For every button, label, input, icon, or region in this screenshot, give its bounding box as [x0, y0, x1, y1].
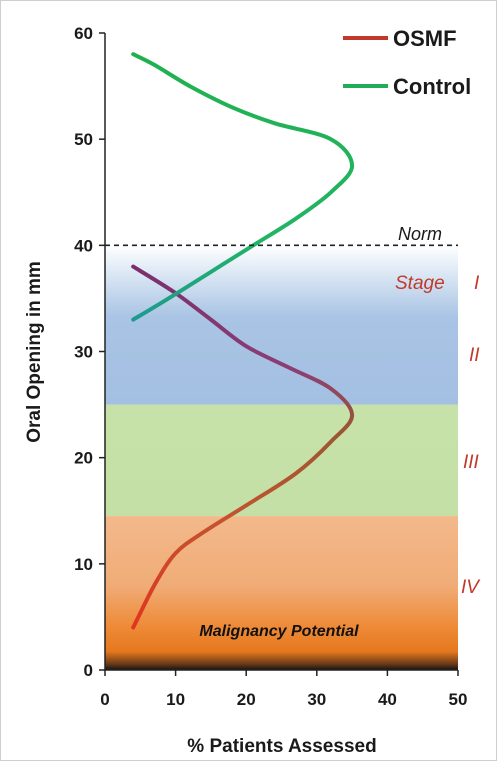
x-tick-label: 0 — [100, 690, 109, 709]
stage-iii-label: III — [463, 452, 480, 473]
x-tick-label: 50 — [449, 690, 468, 709]
stage-iv-label: IV — [461, 577, 481, 598]
y-tick-label: 60 — [74, 24, 93, 43]
axes: 0 10 20 30 40 50 60 0 10 20 30 40 50 — [74, 24, 467, 709]
y-tick-label: 50 — [74, 130, 93, 149]
x-tick-label: 40 — [378, 690, 397, 709]
stage-bands — [105, 245, 458, 670]
x-tick-label: 20 — [237, 690, 256, 709]
stage-i-label: I — [474, 273, 480, 294]
stage-band-iv — [105, 516, 458, 670]
stage-label: Stage — [395, 273, 445, 294]
x-axis-title: % Patients Assessed — [187, 736, 376, 757]
legend-label-control: Control — [393, 74, 471, 99]
y-tick-label: 30 — [74, 343, 93, 362]
stage-ii-label: II — [469, 345, 480, 366]
series-line-osmf — [131, 264, 355, 630]
stage-band-iii — [105, 404, 458, 517]
y-tick-label: 10 — [74, 555, 93, 574]
x-tick-label: 30 — [307, 690, 326, 709]
series-line-control — [131, 52, 355, 322]
series-lines — [131, 52, 355, 630]
norm-label: Norm — [398, 224, 442, 244]
stage-band-ii — [105, 245, 458, 405]
malignancy-potential-label: Malignancy Potential — [199, 623, 359, 640]
y-tick-label: 0 — [84, 661, 93, 680]
x-tick-label: 10 — [166, 690, 185, 709]
y-tick-label: 40 — [74, 236, 93, 255]
y-tick-label: 20 — [74, 449, 93, 468]
legend-label-osmf: OSMF — [393, 26, 457, 51]
y-axis-title: Oral Opening in mm — [24, 261, 45, 443]
legend: OSMF Control — [343, 26, 471, 99]
